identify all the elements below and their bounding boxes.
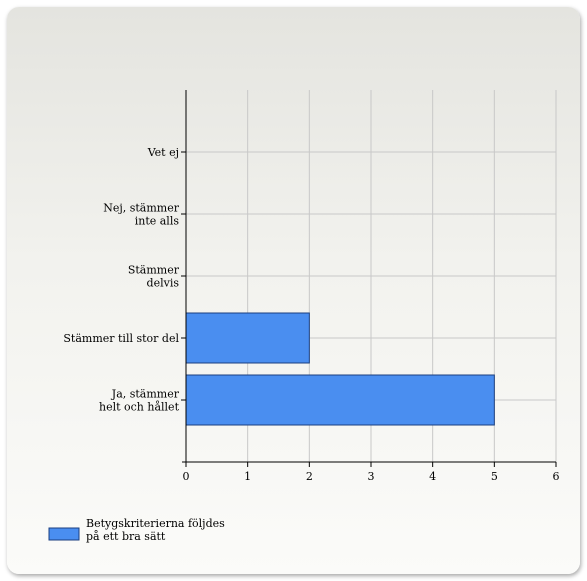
x-tick-label: 5 [491, 470, 498, 483]
x-tick-label: 2 [306, 470, 313, 483]
category-label: Vet ej [147, 146, 179, 159]
x-tick-label: 3 [368, 470, 375, 483]
x-tick-label: 4 [429, 470, 436, 483]
x-tick-label: 1 [244, 470, 251, 483]
category-label: Ja, stämmer helt och hållet [99, 388, 180, 414]
bar [185, 374, 495, 426]
category-label: Stämmer till stor del [63, 332, 179, 345]
bar [185, 312, 310, 364]
legend-label: Betygskriterierna följdes på ett bra sätt [86, 517, 225, 543]
legend-swatch [48, 527, 80, 541]
category-label: Nej, stämmer inte alls [103, 202, 180, 228]
chart-panel [7, 7, 580, 574]
x-tick-label: 0 [183, 470, 190, 483]
category-label: Stämmer delvis [128, 264, 180, 290]
x-tick-label: 6 [553, 470, 560, 483]
